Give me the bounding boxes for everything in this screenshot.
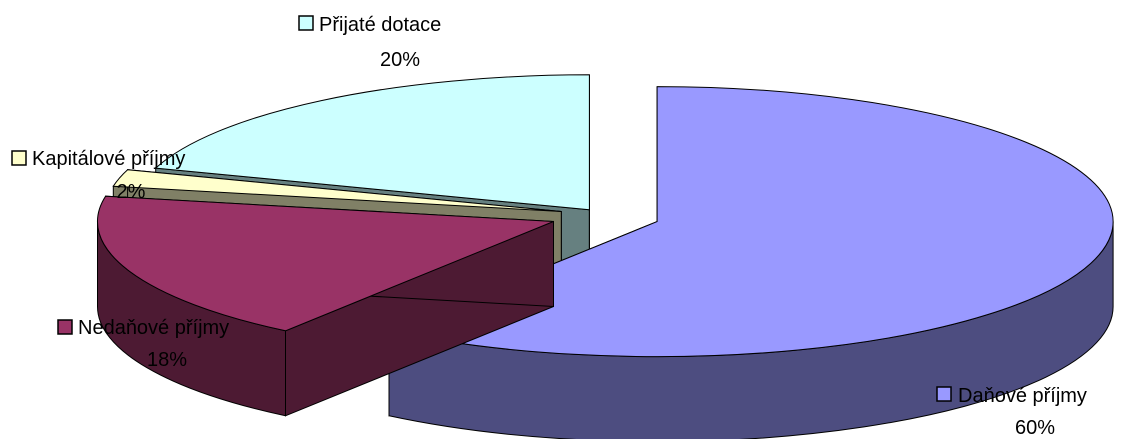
danove-slice — [387, 86, 1114, 358]
nedanove-category-label: Nedaňové příjmy — [78, 317, 229, 339]
dotace-percent-label: 20% — [380, 49, 420, 71]
kapitalove-percent-label: 2% — [117, 181, 146, 203]
kapitalove-category-label: Kapitálové příjmy — [32, 148, 185, 170]
dotace-color-key — [298, 15, 314, 31]
nedanove-percent-label: 18% — [147, 349, 187, 371]
danove-color-key — [936, 386, 952, 402]
dotace-slice — [154, 74, 590, 211]
danove-percent-label: 60% — [1015, 417, 1055, 439]
label-danove: Daňové příjmy 60% — [936, 385, 1087, 439]
pie-slices — [96, 74, 1114, 439]
danove-category-label: Daňové příjmy — [958, 385, 1087, 407]
kapitalove-color-key — [11, 150, 27, 166]
dotace-category-label: Přijaté dotace — [319, 14, 441, 36]
label-nedanove: Nedaňové příjmy 18% — [57, 317, 229, 371]
data-labels: Přijaté dotace 20% Kapitálové příjmy 2% … — [11, 14, 1087, 439]
kapitalove-slice — [112, 169, 562, 212]
nedanove-slice — [96, 195, 554, 332]
label-kapitalove: Kapitálové příjmy 2% — [11, 148, 185, 203]
nedanove-color-key — [57, 319, 73, 335]
label-dotace: Přijaté dotace 20% — [298, 14, 441, 71]
